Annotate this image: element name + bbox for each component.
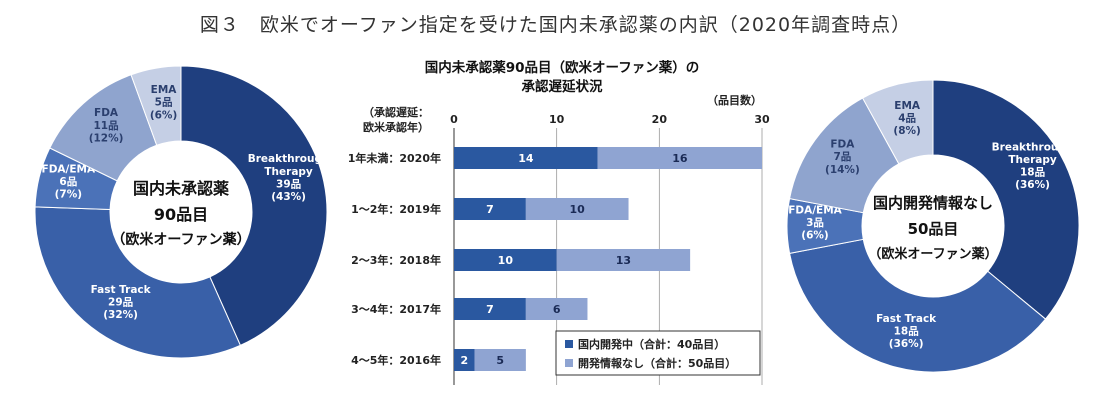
slice-label: Breakthrough: [248, 153, 330, 165]
slice-label: Therapy: [264, 166, 313, 178]
slice-label: (32%): [103, 309, 138, 321]
donut-chart-domestic-unapproved: BreakthroughTherapy39品(43%)Fast Track29品…: [0, 0, 1111, 406]
slice-label: FDA: [94, 107, 119, 119]
slice-label: FDA: [830, 139, 855, 151]
slice-label: (8%): [893, 125, 920, 137]
slice-label: 18品: [894, 326, 919, 338]
slice-label: (6%): [150, 109, 177, 121]
bar-chart: 国内未承認薬90品目（欧米オーファン薬）の承認遅延状況 （承認遅延：欧米承認年） （…: [348, 59, 770, 385]
slice-label: (14%): [825, 164, 860, 176]
slice-label: 29品: [108, 297, 133, 309]
bar-value-label: 2: [460, 354, 468, 367]
x-tick-label: 0: [450, 113, 458, 126]
category-label: 1年未満：2020年: [348, 151, 441, 165]
slice-label: Breakthrough: [992, 141, 1074, 153]
donut-center-subtitle: （欧米オーファン薬）: [111, 231, 250, 248]
category-label: 4～5年：2016年: [351, 353, 441, 367]
donut-center-title: 国内開発情報なし: [873, 194, 993, 212]
slice-label: (7%): [55, 189, 82, 201]
donut-center-title: 国内未承認薬: [133, 179, 230, 198]
x-tick-label: 10: [549, 113, 565, 126]
bar-chart-title: 国内未承認薬90品目（欧米オーファン薬）の: [425, 59, 699, 76]
slice-label: (36%): [889, 338, 924, 350]
legend-swatch: [565, 359, 573, 367]
bar-chart-title: 承認遅延状況: [522, 78, 603, 95]
bar-value-label: 13: [616, 254, 631, 267]
slice-label: Fast Track: [91, 284, 152, 296]
slice-label: 18品: [1020, 166, 1045, 178]
figure: 図３ 欧米でオーファン指定を受けた国内未承認薬の内訳（2020年調査時点） Br…: [0, 0, 1111, 406]
category-label: 1～2年：2019年: [351, 202, 441, 216]
bar-value-label: 7: [486, 203, 494, 216]
category-label: 3～4年：2017年: [351, 302, 441, 316]
bar-value-label: 5: [496, 354, 504, 367]
donut-right: BreakthroughTherapy18品(36%)Fast Track18品…: [787, 80, 1079, 372]
y-axis-label: 欧米承認年）: [363, 120, 429, 134]
slice-label: 11品: [93, 120, 118, 132]
x-axis-label: （品目数）: [707, 93, 762, 107]
slice-label: (6%): [801, 230, 828, 242]
bar-value-label: 14: [518, 152, 534, 165]
x-tick-label: 30: [754, 113, 770, 126]
slice-label: Therapy: [1008, 154, 1057, 166]
slice-label: (43%): [271, 191, 306, 203]
bar-value-label: 10: [570, 203, 586, 216]
legend-swatch: [565, 340, 573, 348]
donut-center-count: 50品目: [908, 220, 959, 238]
slice-label: Fast Track: [876, 313, 937, 325]
slice-label: 3品: [806, 217, 824, 229]
bar-value-label: 10: [498, 254, 514, 267]
slice-label: 5品: [155, 97, 173, 109]
slice-label: (36%): [1015, 179, 1050, 191]
slice-label: EMA: [151, 84, 178, 96]
category-label: 2～3年：2018年: [351, 253, 441, 267]
slice-label: EMA: [894, 100, 921, 112]
slice-label: 7品: [833, 151, 851, 163]
x-tick-label: 20: [652, 113, 668, 126]
slice-label: 4品: [898, 113, 916, 125]
bar-value-label: 7: [486, 303, 494, 316]
donut-left: BreakthroughTherapy39品(43%) Fast Track29品…: [35, 66, 329, 358]
slice-label: 39品: [276, 178, 301, 190]
y-axis-label: （承認遅延：: [363, 105, 429, 119]
legend-label: 国内開発中（合計：40品目）: [578, 337, 725, 351]
bar-value-label: 16: [672, 152, 688, 165]
slice-fast-track: [35, 207, 240, 358]
slice-label: 6品: [59, 176, 77, 188]
legend-label: 開発情報なし（合計：50品目）: [578, 356, 736, 370]
bar-value-label: 6: [553, 303, 561, 316]
donut-center-subtitle: （欧米オーファン薬）: [868, 246, 997, 262]
donut-center-count: 90品目: [154, 205, 208, 224]
slice-label: (12%): [89, 132, 124, 144]
